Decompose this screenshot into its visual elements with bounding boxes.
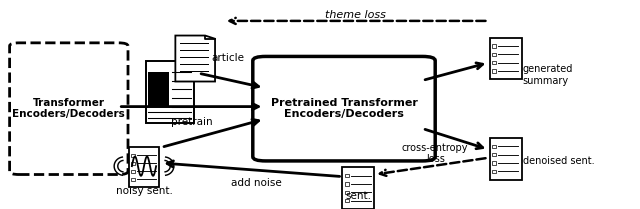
FancyBboxPatch shape	[10, 43, 128, 175]
Text: Pretrained Transformer
Encoders/Decoders: Pretrained Transformer Encoders/Decoders	[271, 98, 417, 120]
Text: generated
summary: generated summary	[523, 64, 573, 86]
Bar	[342, 167, 374, 209]
Bar	[345, 174, 349, 177]
Text: denoised sent.: denoised sent.	[523, 156, 595, 166]
Text: sent.: sent.	[346, 191, 371, 201]
Text: article: article	[211, 53, 244, 63]
Bar	[492, 44, 496, 48]
Bar	[492, 145, 496, 148]
Text: add noise: add noise	[230, 178, 282, 188]
Polygon shape	[175, 36, 215, 82]
Bar	[345, 199, 349, 202]
Bar	[131, 169, 135, 173]
Text: theme loss: theme loss	[324, 10, 386, 20]
FancyBboxPatch shape	[253, 56, 435, 161]
Text: Transformer
Encoders/Decoders: Transformer Encoders/Decoders	[12, 98, 125, 120]
Bar	[131, 162, 135, 165]
Bar	[490, 38, 522, 79]
Bar	[492, 69, 496, 73]
Text: pretrain: pretrain	[171, 117, 213, 127]
Bar	[148, 72, 169, 106]
Bar	[131, 154, 135, 157]
Text: noisy sent.: noisy sent.	[116, 186, 172, 196]
Bar	[345, 182, 349, 186]
Bar	[492, 170, 496, 173]
Bar	[492, 61, 496, 64]
Bar	[492, 161, 496, 165]
Text: cross-entropy
loss: cross-entropy loss	[402, 143, 468, 164]
Bar	[492, 53, 496, 56]
Bar	[146, 61, 193, 123]
Bar	[129, 147, 159, 187]
Bar	[492, 153, 496, 156]
Bar	[490, 138, 522, 180]
Bar	[131, 177, 135, 181]
Bar	[345, 191, 349, 194]
